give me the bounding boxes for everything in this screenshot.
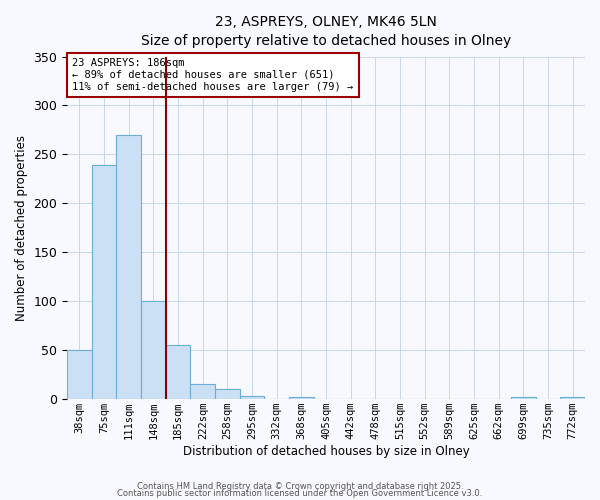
Bar	[92, 165, 116, 398]
Bar	[289, 396, 314, 398]
X-axis label: Distribution of detached houses by size in Olney: Distribution of detached houses by size …	[183, 444, 469, 458]
Bar	[67, 350, 92, 399]
Bar	[215, 389, 240, 398]
Bar	[141, 301, 166, 398]
Text: 23 ASPREYS: 186sqm
← 89% of detached houses are smaller (651)
11% of semi-detach: 23 ASPREYS: 186sqm ← 89% of detached hou…	[73, 58, 353, 92]
Bar	[166, 345, 190, 399]
Text: Contains public sector information licensed under the Open Government Licence v3: Contains public sector information licen…	[118, 490, 482, 498]
Bar	[560, 396, 585, 398]
Bar	[190, 384, 215, 398]
Bar	[240, 396, 265, 398]
Bar	[511, 396, 536, 398]
Bar	[116, 135, 141, 398]
Text: Contains HM Land Registry data © Crown copyright and database right 2025.: Contains HM Land Registry data © Crown c…	[137, 482, 463, 491]
Title: 23, ASPREYS, OLNEY, MK46 5LN
Size of property relative to detached houses in Oln: 23, ASPREYS, OLNEY, MK46 5LN Size of pro…	[141, 15, 511, 48]
Y-axis label: Number of detached properties: Number of detached properties	[15, 134, 28, 320]
